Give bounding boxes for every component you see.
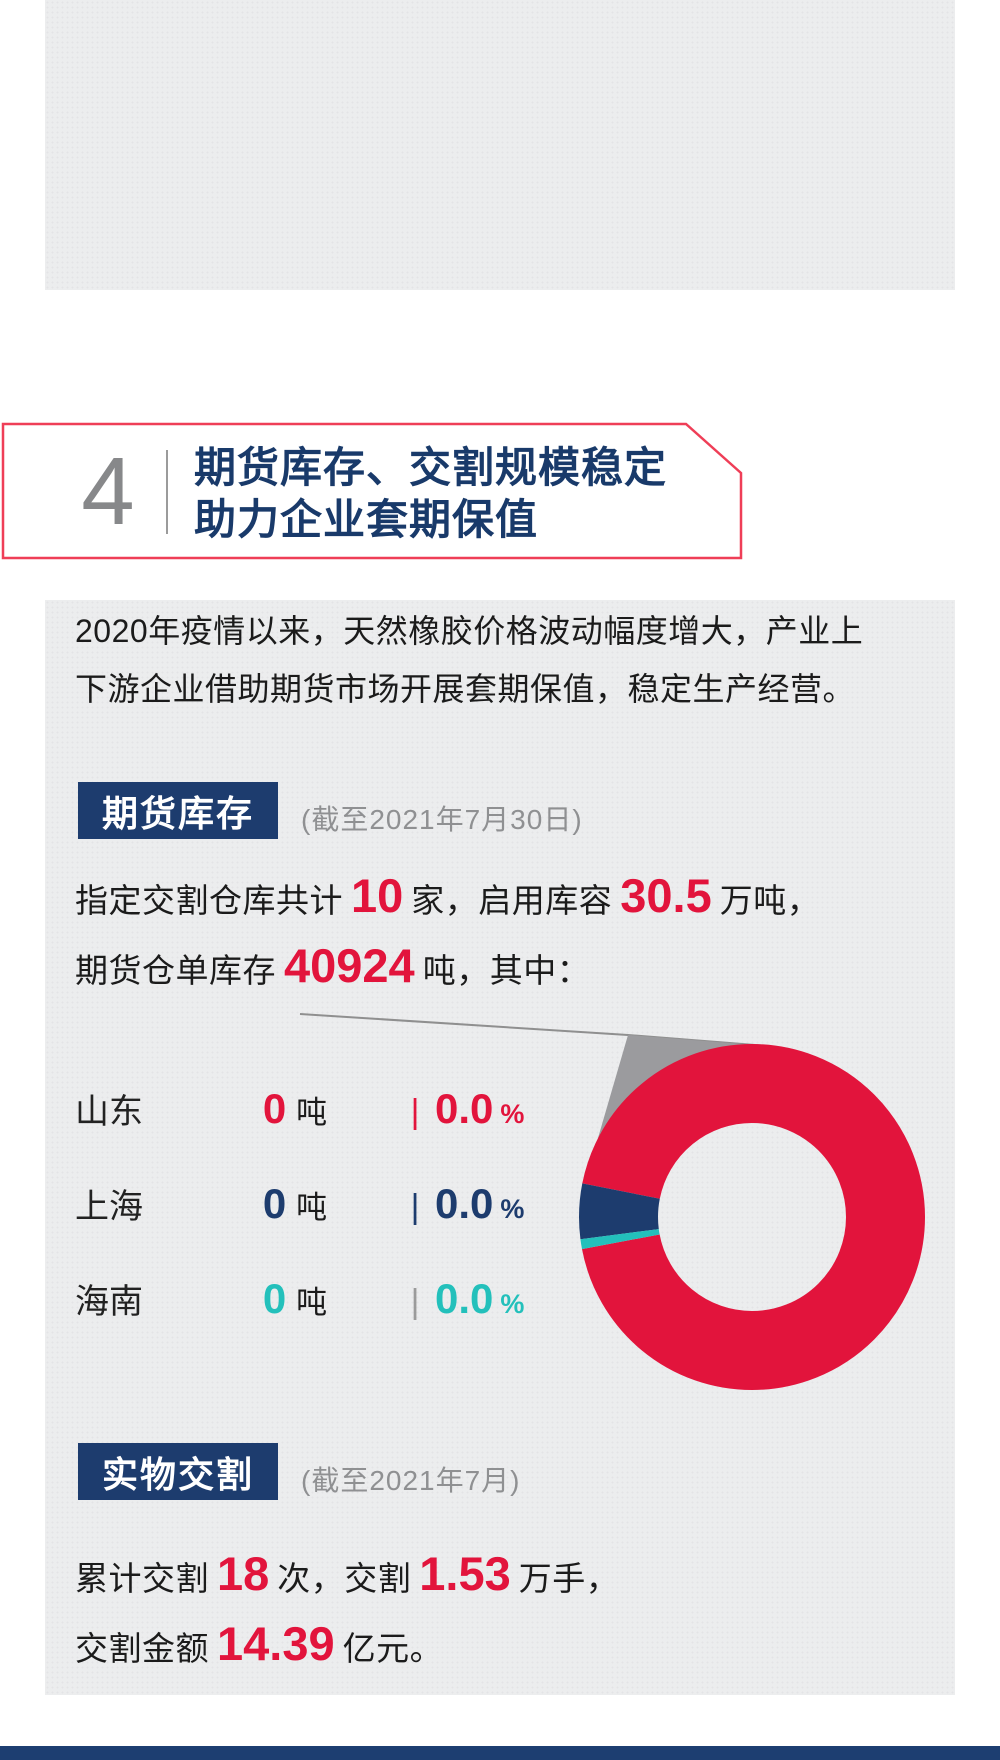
content-panel: 2020年疫情以来，天然橡胶价格波动幅度增大，产业上 下游企业借助期货市场开展套…	[45, 600, 955, 1695]
warrant-stock-value: 40924	[284, 939, 415, 992]
stats-text: 指定交割仓库共计	[75, 882, 343, 919]
percent-value: 0.0	[435, 1180, 494, 1227]
top-panel	[45, 0, 955, 290]
intro-line2: 下游企业借助期货市场开展套期保值，稳定生产经营。	[75, 671, 856, 707]
inventory-badge: 期货库存	[78, 782, 278, 839]
legend-row-hainan: 海南 0 吨 | 0.0%	[75, 1274, 575, 1338]
legend-row-shanghai: 上海 0 吨 | 0.0%	[75, 1179, 575, 1243]
delivery-amount-value: 14.39	[217, 1617, 335, 1670]
percent-value: 0.0	[435, 1275, 494, 1322]
section-title-line2: 助力企业套期保值	[194, 496, 539, 543]
inventory-stats-line1: 指定交割仓库共计 10 家，启用库容 30.5 万吨，	[75, 868, 820, 923]
header-border-shape	[1, 422, 743, 560]
stats-text: 万手，	[518, 1560, 620, 1597]
region-label: 山东	[75, 1093, 143, 1131]
capacity-value: 30.5	[620, 869, 712, 922]
section-number: 4	[81, 438, 135, 545]
callout-line	[299, 1013, 768, 1047]
callout-wedge	[598, 1035, 767, 1138]
percent-unit: %	[500, 1289, 525, 1319]
legend-divider: |	[410, 1093, 420, 1131]
stats-text: 亿元。	[342, 1630, 444, 1667]
intro-line1: 2020年疫情以来，天然橡胶价格波动幅度增大，产业上	[75, 613, 864, 649]
delivery-stats-line1: 累计交割 18 次，交割 1.53 万手，	[75, 1546, 619, 1601]
tons-value: 0	[262, 1180, 287, 1227]
donut-rings	[579, 1044, 925, 1390]
delivery-asof-date: (截至2021年7月)	[301, 1465, 521, 1496]
section-header: 4 期货库存、交割规模稳定 助力企业套期保值	[0, 420, 744, 562]
warehouse-count-value: 10	[351, 869, 404, 922]
bottom-accent-bar	[0, 1746, 1000, 1760]
delivery-badge: 实物交割	[78, 1443, 278, 1500]
percent-unit: %	[500, 1194, 525, 1224]
stats-text: 交割金额	[75, 1630, 209, 1667]
region-label: 上海	[75, 1188, 143, 1226]
stats-text: 次，交割	[277, 1560, 412, 1597]
percent-value: 0.0	[435, 1085, 494, 1132]
section-title-line1: 期货库存、交割规模稳定	[194, 444, 668, 491]
delivery-count-value: 18	[217, 1547, 270, 1600]
legend-row-shandong: 山东 0 吨 | 0.0%	[75, 1084, 575, 1148]
inventory-badge-label: 期货库存	[101, 792, 254, 834]
stats-text: 万吨，	[719, 882, 821, 919]
intro-paragraph: 2020年疫情以来，天然橡胶价格波动幅度增大，产业上 下游企业借助期货市场开展套…	[75, 602, 935, 718]
tons-unit: 吨	[296, 1285, 328, 1320]
delivery-stats-line2: 交割金额 14.39 亿元。	[75, 1616, 443, 1671]
section-title: 期货库存、交割规模稳定 助力企业套期保值	[194, 442, 667, 546]
stats-text: 期货仓单库存	[75, 952, 276, 989]
inventory-asof-date: (截至2021年7月30日)	[301, 804, 583, 835]
tons-unit: 吨	[296, 1190, 328, 1225]
legend-divider: |	[410, 1283, 420, 1321]
legend-divider: |	[410, 1188, 420, 1226]
header-divider	[166, 450, 168, 534]
delivery-badge-label: 实物交割	[101, 1453, 254, 1495]
stats-text: 吨，其中：	[422, 952, 591, 989]
tons-value: 0	[262, 1085, 287, 1132]
inventory-stats-line2: 期货仓单库存 40924 吨，其中：	[75, 938, 590, 993]
tons-unit: 吨	[296, 1095, 328, 1130]
stats-text: 家，启用库容	[411, 882, 613, 919]
percent-unit: %	[500, 1099, 525, 1129]
tons-value: 0	[262, 1275, 287, 1322]
stats-text: 累计交割	[75, 1560, 209, 1597]
region-label: 海南	[75, 1283, 143, 1321]
delivery-lots-value: 1.53	[419, 1547, 511, 1600]
